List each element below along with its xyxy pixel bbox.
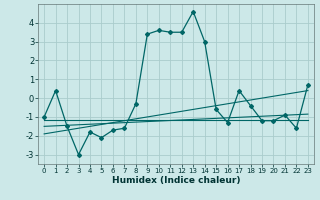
X-axis label: Humidex (Indice chaleur): Humidex (Indice chaleur) <box>112 176 240 185</box>
